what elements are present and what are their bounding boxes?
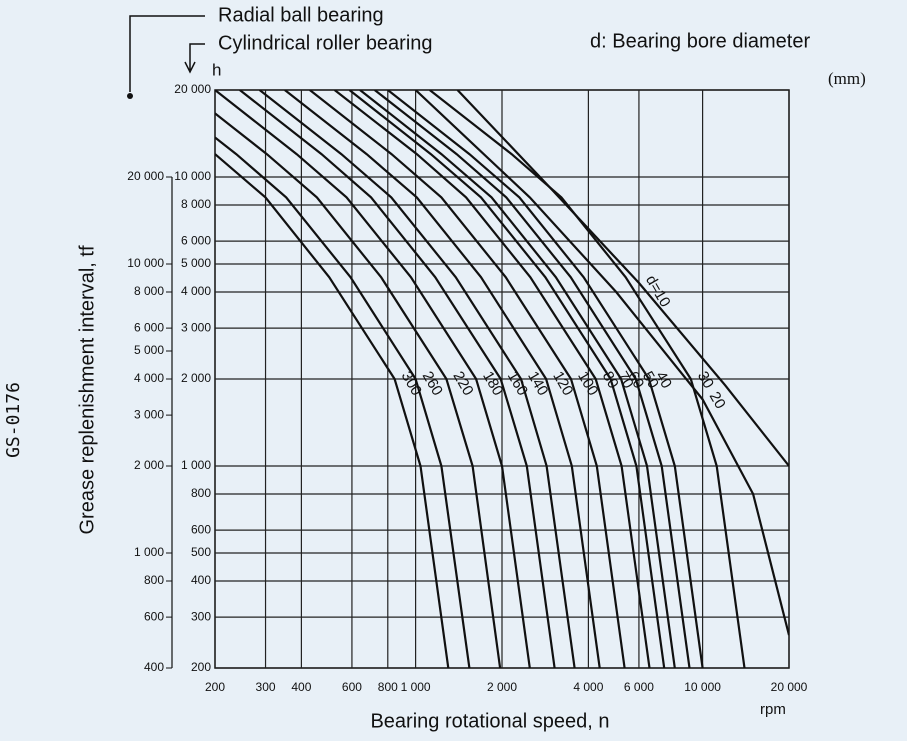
curve-label: 40 (652, 368, 675, 391)
legend-title: d: Bearing bore diameter (590, 30, 810, 52)
y-tick-label: 800 (191, 486, 211, 500)
bracket (129, 15, 205, 92)
curve (284, 90, 601, 668)
curve (333, 90, 651, 668)
y-tick-label: 4 000 (181, 284, 211, 298)
curve (309, 90, 626, 668)
x-tick-label: 2 000 (487, 680, 517, 694)
curve (429, 90, 746, 668)
y-tick-label: 10 000 (174, 169, 211, 183)
x-axis-label: Bearing rotational speed, n (370, 710, 609, 732)
x-tick-label: 800 (378, 680, 398, 694)
unit: (mm) (828, 69, 866, 88)
curve-label: 160 (504, 368, 531, 398)
y-tick-label: 300 (191, 609, 211, 623)
curve (374, 90, 691, 668)
curves (215, 90, 789, 668)
x-tick-label: 600 (342, 680, 362, 694)
curve (348, 90, 666, 668)
y-tick-label: 6 000 (181, 233, 211, 247)
y2-tick-label: 800 (144, 573, 164, 587)
curve-label: 50 (639, 368, 662, 391)
curve (215, 136, 471, 668)
y-tick-label: 20 000 (174, 82, 211, 96)
x-tick-label: 6 000 (624, 680, 654, 694)
x-tick-label: 200 (205, 680, 225, 694)
x-tick-label: 1 000 (401, 680, 431, 694)
x-tick-label: 300 (256, 680, 276, 694)
curve (414, 90, 789, 636)
document-code: GS-0176 (3, 382, 24, 458)
curve-label: 120 (549, 368, 576, 398)
y2-tick-label: 5 000 (134, 343, 164, 357)
curve (239, 90, 556, 668)
x-tick-label: 20 000 (771, 680, 808, 694)
y2-tick-label: 4 000 (134, 371, 164, 385)
x-tick-label: 4 000 (573, 680, 603, 694)
x-unit: rpm (760, 701, 786, 718)
curve-label: 70 (614, 368, 637, 391)
y-tick-label: 200 (191, 660, 211, 674)
x-tick-label: 10 000 (684, 680, 721, 694)
y2-tick-label: 3 000 (134, 407, 164, 421)
y-tick-label: 8 000 (181, 197, 211, 211)
y2-tick-label: 10 000 (127, 256, 164, 270)
curve-label: 20 (706, 389, 729, 412)
curve (359, 90, 676, 668)
y-tick-label: 5 000 (181, 256, 211, 270)
y-tick-label: 600 (191, 522, 211, 536)
bracket-dot (127, 93, 133, 99)
y-tick-label: 1 000 (181, 458, 211, 472)
y2-tick-label: 2 000 (134, 458, 164, 472)
y-unit: h (212, 60, 221, 79)
y2-tick-label: 8 000 (134, 284, 164, 298)
curve-label: 80 (599, 368, 622, 391)
y2-tick-label: 1 000 (134, 545, 164, 559)
bracket-arrow (184, 43, 205, 74)
curve-label: 30 (694, 368, 717, 391)
y-tick-label: 500 (191, 545, 211, 559)
curve-label: 60 (624, 368, 647, 391)
curve (387, 90, 704, 668)
curve (215, 112, 502, 668)
y-axis-label: Grease replenishment interval, tf (76, 245, 98, 534)
curve (258, 90, 576, 668)
curve (215, 153, 450, 668)
x-tick-label: 400 (291, 680, 311, 694)
y-tick-label: 2 000 (181, 371, 211, 385)
curve-label: 100 (574, 368, 601, 398)
y2-tick-label: 400 (144, 660, 164, 674)
y-tick-label: 400 (191, 573, 211, 587)
curve (456, 90, 789, 467)
y2-axis-name: Radial ball bearing (218, 4, 384, 26)
y2-tick-label: 6 000 (134, 320, 164, 334)
y2-tick-label: 20 000 (127, 169, 164, 183)
curve (215, 90, 531, 668)
y-tick-label: 3 000 (181, 320, 211, 334)
y-axis-name: Cylindrical roller bearing (218, 32, 433, 54)
y2-tick-label: 600 (144, 609, 164, 623)
